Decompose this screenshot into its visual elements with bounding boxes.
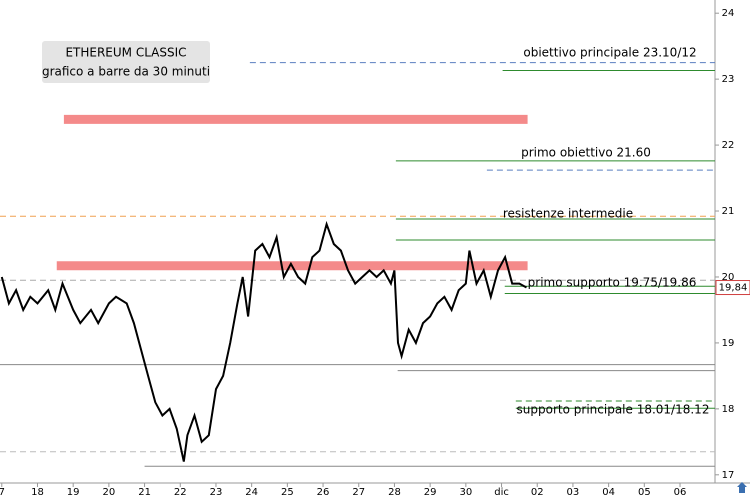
x-tick-label: 03 [567,487,580,498]
x-tick-label: 29 [424,487,437,498]
x-tick-label: 30 [459,487,472,498]
last-price-box [715,280,750,296]
price-line [0,220,527,462]
x-tick-label: 19 [67,487,80,498]
x-tick-label: 20 [103,487,116,498]
chart-title: ETHEREUM CLASSIC [65,46,186,60]
x-tick-label: 02 [531,487,544,498]
annotation: primo obiettivo 21.60 [521,146,651,160]
y-tick-label: 17 [722,470,735,481]
x-tick-label: 23 [210,487,223,498]
annotation: primo supporto 19.75/19.86 [528,276,697,290]
x-tick-label: 24 [245,487,258,498]
title-box [42,41,210,83]
x-tick-label: 7 [0,487,5,498]
x-tick-label: 28 [388,487,401,498]
x-tick-label: 25 [281,487,294,498]
y-tick-label: 19 [722,338,735,349]
x-tick-label: 26 [317,487,330,498]
y-tick-label: 23 [722,74,735,85]
x-tick-label: 18 [31,487,44,498]
x-tick-label: 27 [352,487,365,498]
y-tick-label: 18 [722,404,735,415]
annotation: supporto principale 18.01/18.12 [517,403,710,417]
x-tick-label: 05 [638,487,651,498]
y-tick-label: 22 [722,140,735,151]
annotation: resistenze intermedie [503,207,633,221]
y-tick-label: 24 [722,8,735,19]
x-tick-label: 21 [138,487,151,498]
plot-area [0,62,715,467]
annotation: obiettivo principale 23.10/12 [523,46,696,60]
x-tick-label: dic [494,487,509,498]
y-tick-label: 20 [722,272,735,283]
x-tick-label: 06 [674,487,687,498]
chart-subtitle: grafico a barre da 30 minuti [42,65,210,79]
x-tick-label: 22 [174,487,187,498]
scroll-icon[interactable] [737,482,747,493]
last-price-label: 19,84 [719,283,748,294]
y-tick-label: 21 [722,206,735,217]
x-tick-label: 04 [602,487,615,498]
